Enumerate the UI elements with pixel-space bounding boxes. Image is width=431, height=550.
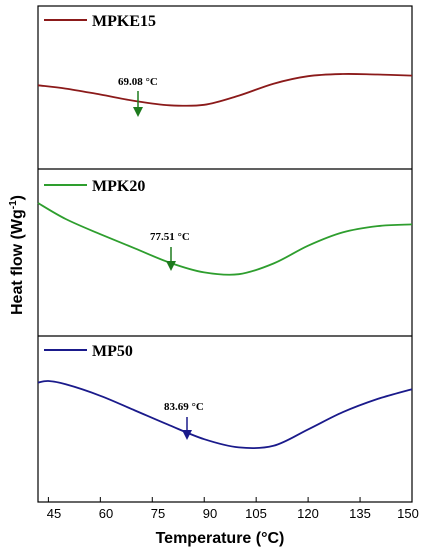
legend-mpk20: MPK20 [44, 178, 145, 195]
annotation-mpk20: 77.51 °C [150, 231, 190, 271]
x-tick-label: 75 [151, 506, 165, 521]
x-tick-label: 150 [397, 506, 419, 521]
legend-mp50: MP50 [44, 343, 133, 360]
legend-label-mp50: MP50 [92, 343, 133, 360]
x-ticks [47, 497, 413, 502]
annotation-mpke15: 69.08 °C [118, 76, 158, 117]
x-tick-label: 60 [99, 506, 113, 521]
plot-frame [37, 5, 413, 503]
legend-label-mpk20: MPK20 [92, 178, 145, 195]
legend-mpke15: MPKE15 [44, 13, 156, 30]
y-axis-label: Heat flow (Wg-1) [8, 195, 26, 315]
x-tick-label: 45 [47, 506, 61, 521]
arrow-down-icon [133, 107, 143, 117]
legend-label-mpke15: MPKE15 [92, 13, 156, 30]
annotation-label-mpke15: 69.08 °C [118, 76, 158, 88]
x-tick-label: 105 [245, 506, 267, 521]
x-tick-label: 135 [349, 506, 371, 521]
y-axis-label-close: ) [9, 195, 26, 200]
x-axis-label: Temperature (°C) [156, 530, 285, 547]
y-axis-label-sup: -1 [8, 200, 19, 209]
x-axis: 45 60 75 90 105 120 135 150 Temperature … [47, 497, 419, 547]
series-line-mp50 [37, 380, 413, 450]
series-line-mpke15 [37, 73, 413, 107]
annotation-label-mp50: 83.69 °C [164, 401, 204, 413]
arrow-down-icon [166, 261, 176, 271]
x-tick-label: 90 [203, 506, 217, 521]
annotation-mp50: 83.69 °C [164, 401, 204, 440]
x-tick-label: 120 [297, 506, 319, 521]
annotation-label-mpk20: 77.51 °C [150, 231, 190, 243]
y-axis-label-main: Heat flow (Wg [9, 209, 26, 315]
series-line-mpk20 [37, 202, 413, 276]
arrow-down-icon [182, 430, 192, 440]
